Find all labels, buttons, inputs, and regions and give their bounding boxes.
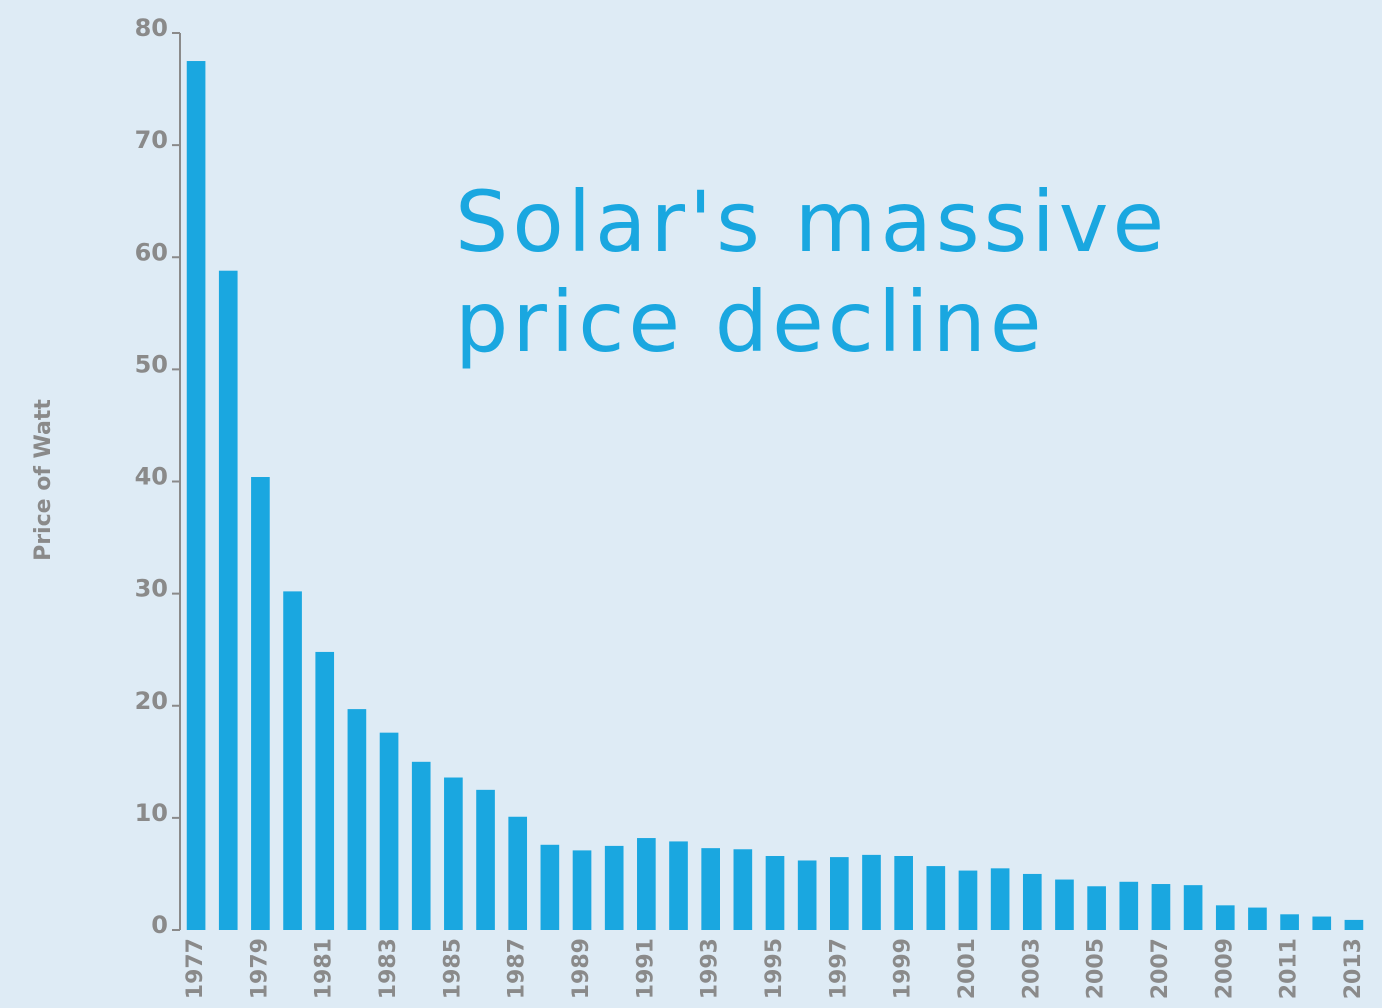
y-tick-label: 20 — [135, 687, 168, 715]
bar — [411, 761, 431, 930]
bar — [1119, 881, 1139, 930]
x-tick-label: 2013 — [1341, 938, 1366, 999]
bar — [797, 860, 817, 930]
x-tick-label: 1997 — [826, 938, 851, 999]
y-tick-label: 70 — [135, 126, 168, 154]
x-tick-label: 1989 — [569, 938, 594, 999]
bar — [862, 854, 881, 930]
bar — [476, 789, 495, 930]
y-tick-label: 50 — [135, 350, 168, 378]
x-tick-label: 2011 — [1277, 938, 1302, 999]
x-tick-label: 2007 — [1148, 938, 1173, 999]
bar — [958, 870, 978, 930]
x-tick-label: 1985 — [440, 938, 465, 999]
x-tick-label: 2009 — [1212, 938, 1237, 999]
bar — [1344, 919, 1364, 930]
bar — [186, 61, 206, 930]
y-tick-label: 40 — [135, 463, 168, 491]
bar — [829, 857, 849, 930]
y-tick-label: 80 — [135, 14, 168, 42]
bar — [1151, 884, 1171, 930]
x-tick-label: 1983 — [376, 938, 401, 999]
x-tick-label: 1987 — [505, 938, 530, 999]
bar — [733, 849, 753, 930]
bar — [765, 855, 785, 930]
bar — [1312, 916, 1332, 930]
x-tick-label: 1993 — [698, 938, 723, 999]
bar — [315, 651, 335, 930]
bar — [604, 845, 624, 930]
bar — [379, 732, 399, 930]
y-tick-label: 0 — [151, 911, 168, 939]
bar — [1215, 905, 1235, 930]
x-tick-label: 2003 — [1019, 938, 1044, 999]
y-tick-label: 10 — [135, 799, 168, 827]
x-tick-label: 1977 — [183, 938, 208, 999]
bar — [990, 868, 1010, 930]
bar — [1280, 914, 1299, 930]
bar — [540, 844, 560, 930]
bar — [218, 270, 238, 931]
bar — [1022, 873, 1042, 930]
bar — [283, 591, 302, 930]
y-axis-label: Price of Watt — [31, 399, 56, 561]
x-tick-label: 2001 — [955, 938, 980, 999]
bar — [347, 709, 367, 930]
bar — [251, 477, 270, 930]
bar — [1248, 907, 1267, 930]
bar — [1183, 885, 1203, 930]
bar — [701, 848, 721, 930]
x-tick-label: 1981 — [312, 938, 337, 999]
bar — [444, 777, 463, 930]
bar — [1055, 879, 1074, 930]
bar — [926, 866, 946, 930]
x-tick-label: 1995 — [762, 938, 787, 999]
y-tick-label: 30 — [135, 575, 168, 603]
bar — [637, 838, 656, 930]
x-tick-label: 1991 — [633, 938, 658, 999]
y-tick-label: 60 — [135, 238, 168, 266]
bar — [1087, 886, 1106, 930]
bar — [669, 841, 688, 930]
x-tick-label: 1999 — [891, 938, 916, 999]
bar — [894, 855, 913, 930]
chart-title: Solar's massive price decline — [455, 173, 1169, 371]
bar — [572, 850, 592, 930]
x-tick-label: 2005 — [1084, 938, 1109, 999]
bar — [508, 816, 528, 930]
x-tick-label: 1979 — [247, 938, 272, 999]
